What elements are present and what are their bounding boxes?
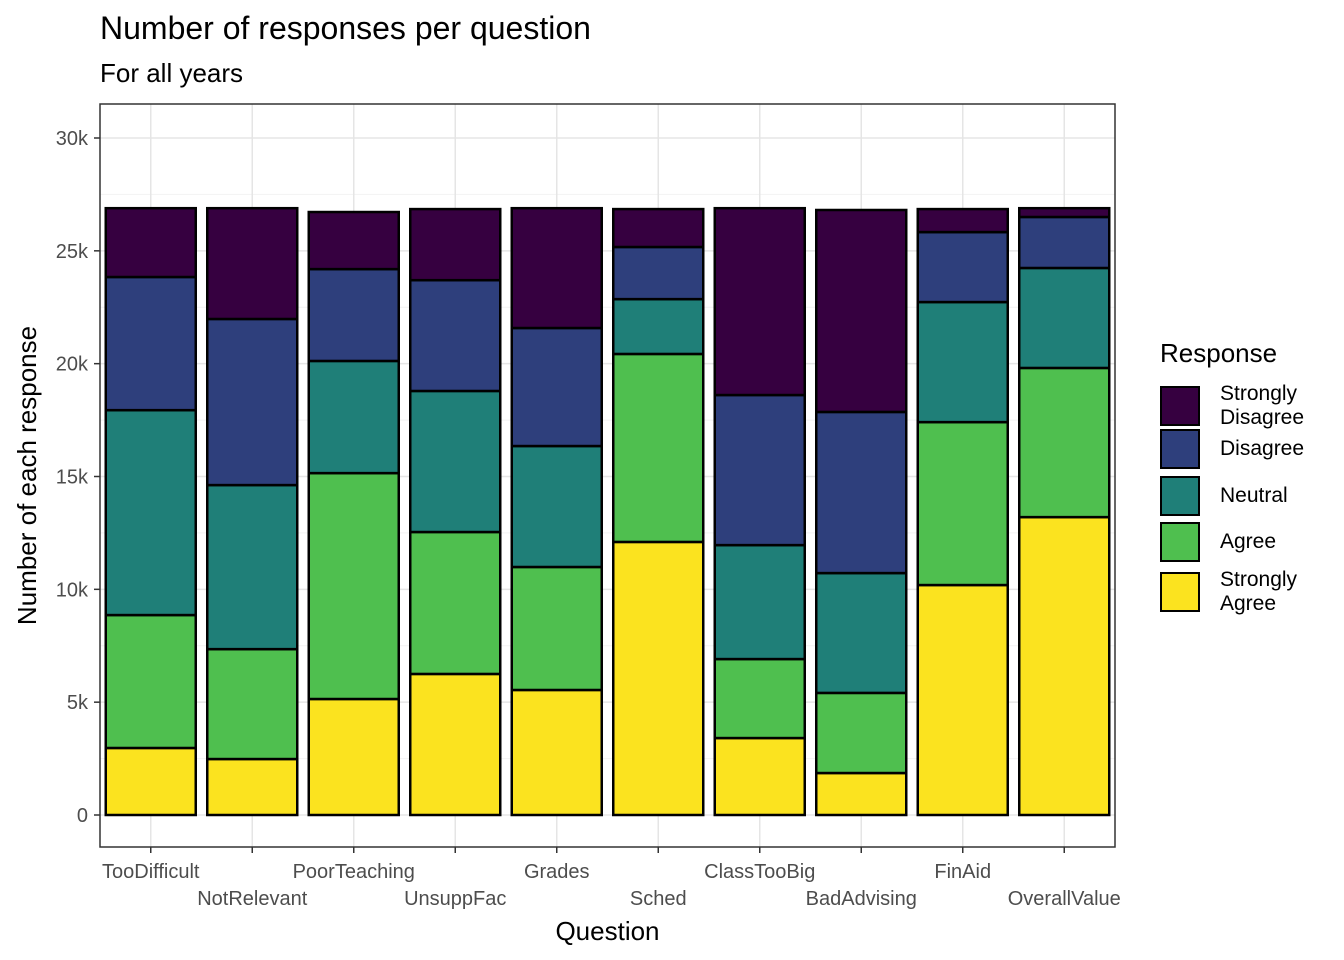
x-tick-label: BadAdvising (806, 888, 917, 910)
legend-key (1160, 386, 1200, 426)
bar-segment-TooDifficult-agree (104, 613, 197, 750)
bar-segment-OverallValue-strongly-agree (1018, 515, 1111, 817)
bar-segment-NotRelevant-strongly-disagree (206, 206, 299, 321)
bar-segment-TooDifficult-strongly-disagree (104, 206, 197, 279)
legend-label: Strongly Disagree (1220, 382, 1305, 429)
bar-segment-TooDifficult-disagree (104, 275, 197, 412)
bar-segment-FinAid-agree (916, 420, 1009, 587)
x-tick-label: PoorTeaching (293, 861, 415, 883)
bar-segment-NotRelevant-strongly-agree (206, 757, 299, 817)
bar-segment-Sched-agree (612, 352, 705, 544)
legend-item: Agree (1160, 522, 1330, 562)
legend-label: Neutral (1220, 484, 1288, 507)
y-tick-label: 5k (67, 692, 89, 714)
y-tick-label: 10k (56, 579, 89, 601)
bar-segment-UnsuppFac-agree (409, 530, 502, 676)
chart-title: Number of responses per question (100, 10, 591, 46)
plot-border (99, 103, 1116, 848)
chart-subtitle: For all years (100, 58, 244, 88)
bar-segment-Grades-strongly-disagree (510, 206, 603, 330)
bar-segment-ClassTooBig-strongly-disagree (713, 206, 806, 397)
bar-segment-TooDifficult-strongly-agree (104, 746, 197, 817)
legend-item: Strongly Disagree (1160, 382, 1330, 430)
bar-segment-UnsuppFac-disagree (409, 278, 502, 393)
bar-segment-Sched-strongly-agree (612, 540, 705, 817)
x-tick-label: FinAid (934, 861, 991, 883)
bar-segment-FinAid-neutral (916, 300, 1009, 424)
bar-segment-PoorTeaching-neutral (307, 359, 400, 475)
bar-segment-NotRelevant-disagree (206, 317, 299, 487)
bar-segment-FinAid-strongly-disagree (916, 207, 1009, 234)
y-tick-label: 0 (77, 805, 88, 827)
bar-segment-NotRelevant-agree (206, 647, 299, 761)
bar-segment-Grades-strongly-agree (510, 688, 603, 817)
x-tick-label: Grades (524, 861, 590, 883)
bar-segment-PoorTeaching-disagree (307, 267, 400, 363)
bar-segment-PoorTeaching-agree (307, 471, 400, 701)
bar-segment-UnsuppFac-neutral (409, 389, 502, 534)
bar-segment-Grades-agree (510, 565, 603, 692)
y-tick-label: 15k (56, 467, 89, 489)
bar-segment-PoorTeaching-strongly-disagree (307, 210, 400, 271)
bar-segment-OverallValue-disagree (1018, 215, 1111, 270)
bar-segment-Sched-neutral (612, 297, 705, 356)
bar-segment-UnsuppFac-strongly-agree (409, 672, 502, 817)
y-axis-label: Number of each response (12, 326, 42, 625)
legend-label: Strongly Agree (1220, 568, 1298, 615)
bar-segment-ClassTooBig-agree (713, 657, 806, 740)
bar-segment-FinAid-disagree (916, 230, 1009, 304)
x-axis-label: Question (555, 916, 659, 946)
bar-segment-BadAdvising-neutral (815, 571, 908, 695)
bar-segment-OverallValue-agree (1018, 366, 1111, 519)
legend-label: Disagree (1220, 437, 1305, 460)
bar-segment-BadAdvising-strongly-agree (815, 771, 908, 817)
x-tick-label: UnsuppFac (404, 888, 506, 910)
bar-segment-UnsuppFac-strongly-disagree (409, 207, 502, 282)
bar-segment-NotRelevant-neutral (206, 483, 299, 651)
bar-segment-Grades-neutral (510, 444, 603, 569)
legend-label: Agree (1220, 530, 1277, 553)
x-tick-label: Sched (630, 888, 687, 910)
legend-item: Disagree (1160, 429, 1330, 469)
bar-segment-Sched-strongly-disagree (612, 207, 705, 249)
x-tick-label: NotRelevant (197, 888, 308, 910)
legend-key (1160, 476, 1200, 516)
legend-title: Response (1160, 338, 1278, 368)
bar-segment-Sched-disagree (612, 245, 705, 301)
bar-segment-OverallValue-neutral (1018, 266, 1111, 370)
bar-segment-ClassTooBig-neutral (713, 543, 806, 661)
y-tick-label: 25k (56, 241, 89, 263)
y-tick-label: 20k (56, 354, 89, 376)
x-tick-label: OverallValue (1008, 888, 1121, 910)
x-tick-label: ClassTooBig (704, 861, 815, 883)
bar-segment-TooDifficult-neutral (104, 408, 197, 617)
legend-key (1160, 522, 1200, 562)
bar-segment-BadAdvising-disagree (815, 410, 908, 575)
legend-key (1160, 429, 1200, 469)
bar-segment-ClassTooBig-strongly-agree (713, 736, 806, 817)
legend-item: Strongly Agree (1160, 568, 1330, 616)
bar-segment-PoorTeaching-strongly-agree (307, 697, 400, 817)
y-tick-label: 30k (56, 128, 89, 150)
x-tick-label: TooDifficult (102, 861, 200, 883)
bar-segment-OverallValue-strongly-disagree (1018, 206, 1111, 219)
legend-key (1160, 572, 1200, 612)
bar-segment-BadAdvising-agree (815, 691, 908, 775)
bar-segment-FinAid-strongly-agree (916, 583, 1009, 817)
legend-item: Neutral (1160, 476, 1330, 516)
bar-segment-ClassTooBig-disagree (713, 393, 806, 547)
bar-segment-BadAdvising-strongly-disagree (815, 208, 908, 414)
bar-segment-Grades-disagree (510, 326, 603, 448)
